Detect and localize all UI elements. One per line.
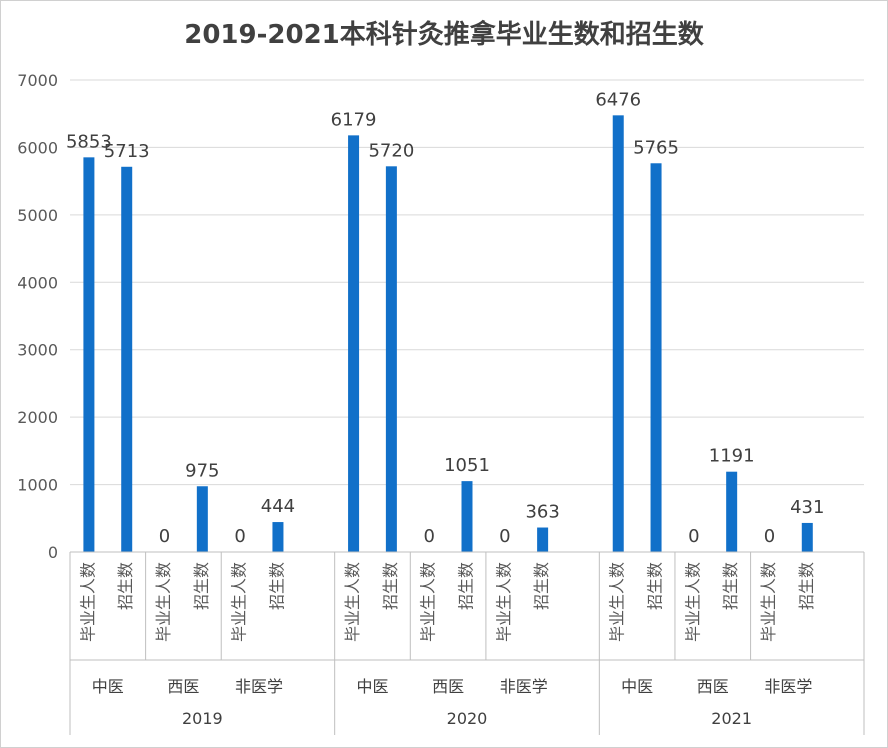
- bar-category-label: 招生数: [646, 562, 665, 610]
- y-tick-label: 5000: [17, 206, 58, 225]
- category-label: 非医学: [235, 677, 283, 696]
- year-label: 2019: [182, 709, 223, 728]
- data-label: 5853: [66, 131, 112, 152]
- data-label: 1051: [444, 455, 490, 476]
- y-tick-label: 7000: [17, 71, 58, 90]
- y-tick-label: 1000: [17, 476, 58, 495]
- bar-category-label: 招生数: [116, 562, 135, 610]
- y-tick-label: 3000: [17, 341, 58, 360]
- bar-category-label: 毕业生人数: [78, 562, 97, 642]
- bar: [348, 135, 360, 552]
- bar-category-label: 招生数: [192, 562, 211, 610]
- y-tick-label: 4000: [17, 273, 58, 292]
- data-label: 6179: [331, 109, 377, 130]
- bar: [801, 522, 813, 552]
- bar: [196, 486, 208, 552]
- category-label: 非医学: [500, 677, 548, 696]
- data-label: 975: [185, 460, 219, 481]
- data-label: 0: [159, 526, 170, 547]
- category-label: 中医: [356, 677, 388, 696]
- chart-title: 2019-2021本科针灸推拿毕业生数和招生数: [184, 20, 704, 50]
- bar: [612, 115, 624, 552]
- data-label: 0: [423, 526, 434, 547]
- category-label: 西医: [697, 677, 729, 696]
- data-label: 363: [525, 502, 559, 523]
- bar-category-label: 招生数: [721, 562, 740, 610]
- bar-category-label: 毕业生人数: [759, 562, 778, 642]
- bar-category-label: 招生数: [457, 562, 476, 610]
- y-axis-ticks: 0 1000 2000 3000 4000 5000 6000 7000: [17, 71, 58, 562]
- bar: [650, 163, 662, 552]
- data-label: 6476: [595, 89, 641, 110]
- y-tick-label: 2000: [17, 408, 58, 427]
- bar-category-label: 招生数: [532, 562, 551, 610]
- bar-category-label: 招生数: [267, 562, 286, 610]
- year-label: 2021: [711, 709, 752, 728]
- y-tick-label: 0: [48, 543, 58, 562]
- bar-category-label: 毕业生人数: [419, 562, 438, 642]
- category-label: 中医: [92, 677, 124, 696]
- category-label: 非医学: [764, 677, 812, 696]
- bar: [272, 522, 284, 552]
- data-label: 5720: [368, 140, 414, 161]
- data-label: 0: [688, 526, 699, 547]
- gridlines: [70, 79, 864, 486]
- year-label: 2020: [447, 709, 488, 728]
- bars: [83, 115, 813, 552]
- bar-category-label: 毕业生人数: [683, 562, 702, 642]
- data-label: 0: [764, 526, 775, 547]
- bar: [83, 157, 95, 552]
- bar: [121, 166, 133, 552]
- bar-category-label: 毕业生人数: [494, 562, 513, 642]
- data-label: 0: [234, 526, 245, 547]
- bar-category-label: 毕业生人数: [608, 562, 627, 642]
- bar-category-label: 招生数: [381, 562, 400, 610]
- data-label: 5713: [104, 141, 150, 162]
- bar: [461, 481, 473, 552]
- bar-category-label: 招生数: [797, 562, 816, 610]
- bar: [537, 527, 549, 552]
- category-label: 中医: [621, 677, 653, 696]
- data-label: 431: [790, 497, 824, 518]
- bar-category-label: 毕业生人数: [343, 562, 362, 642]
- bar: [726, 471, 738, 552]
- bar-category-label: 毕业生人数: [154, 562, 173, 642]
- data-label: 5765: [633, 137, 679, 158]
- data-label: 444: [261, 496, 295, 517]
- category-label: 西医: [432, 677, 464, 696]
- data-label: 0: [499, 526, 510, 547]
- bar-category-label: 毕业生人数: [230, 562, 249, 642]
- bar: [385, 166, 397, 552]
- y-tick-label: 6000: [17, 138, 58, 157]
- category-label: 西医: [167, 677, 199, 696]
- data-label: 1191: [709, 446, 755, 467]
